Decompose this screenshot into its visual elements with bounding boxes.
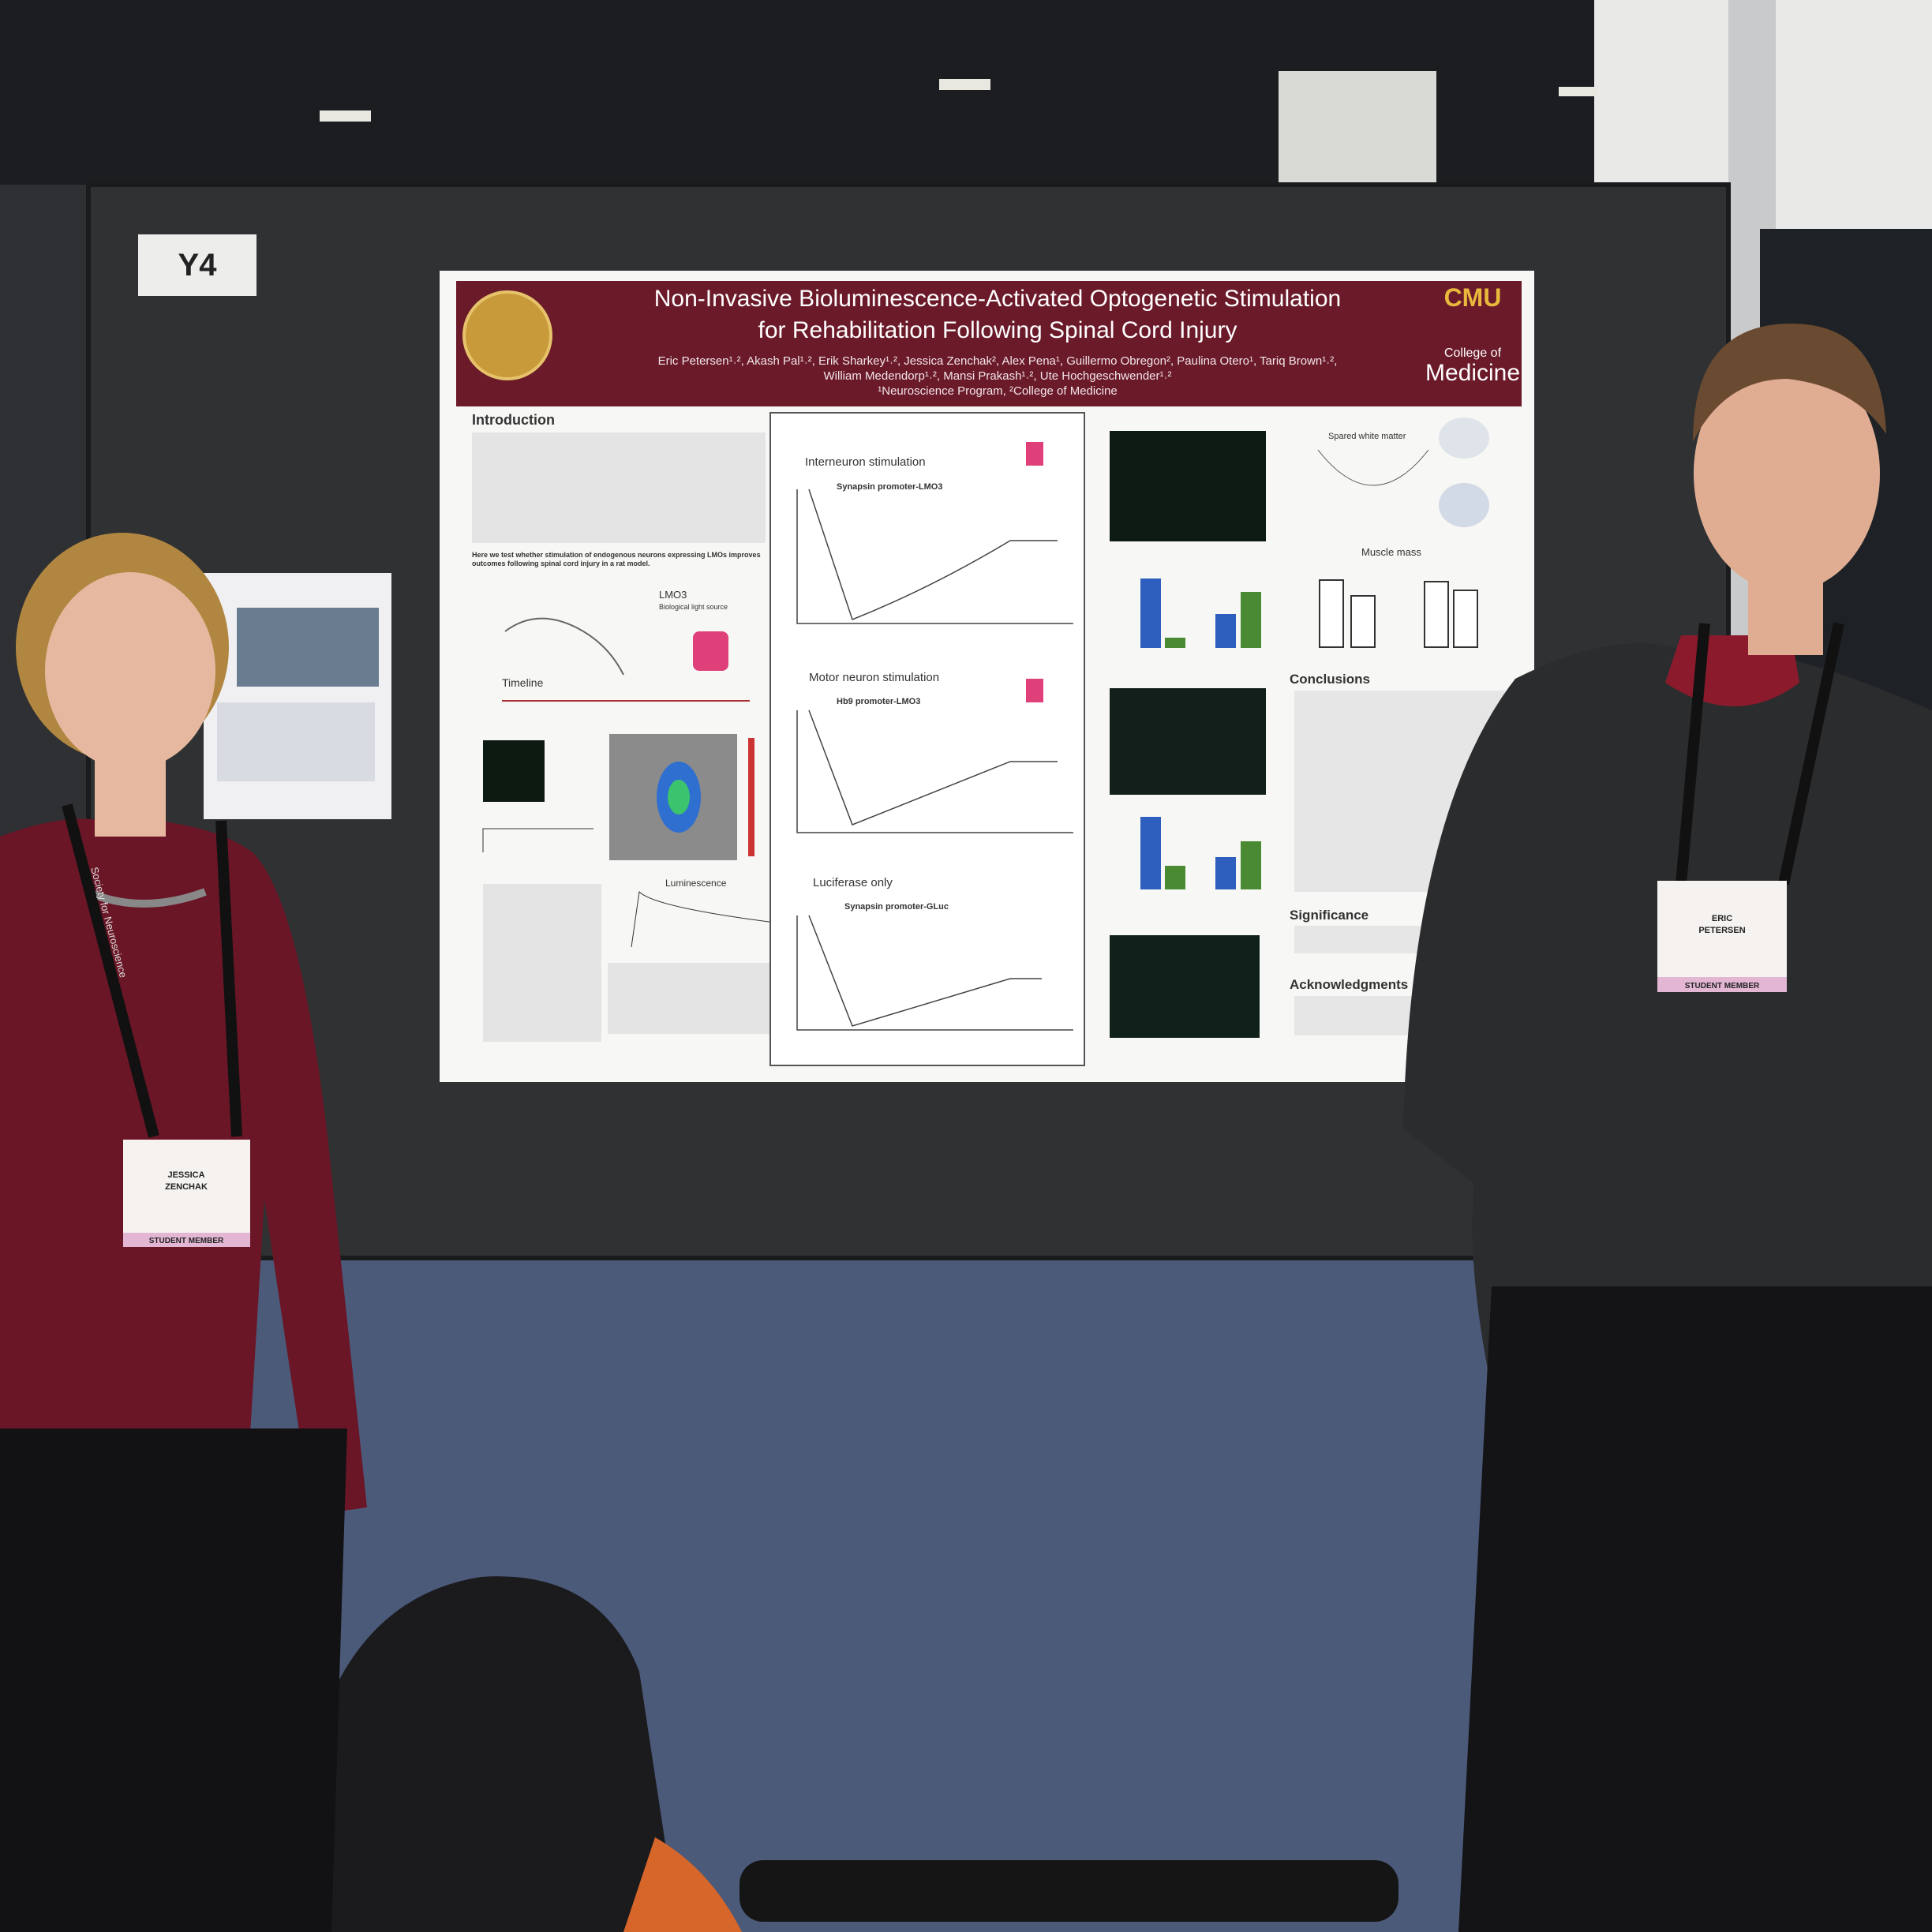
badge-member: STUDENT MEMBER xyxy=(1685,982,1760,990)
poster-title: for Rehabilitation Following Spinal Cord… xyxy=(758,317,1237,343)
panel-title: Muscle mass xyxy=(1361,546,1421,558)
person-right-pants xyxy=(1458,1286,1932,1932)
panel-title: Luminescence xyxy=(665,878,727,889)
badge-name: ERIC xyxy=(1712,914,1732,923)
college: College of xyxy=(1444,346,1502,360)
panel-subtitle: Synapsin promoter-GLuc xyxy=(844,902,949,912)
panel-title: Interneuron stimulation xyxy=(805,455,926,469)
badge-strip xyxy=(123,1233,250,1247)
panel-caption: Biological light source xyxy=(659,603,728,611)
badge-name: JESSICA xyxy=(167,1170,204,1180)
micrograph xyxy=(1110,688,1266,795)
lanyard xyxy=(1676,622,1844,886)
bar xyxy=(1140,578,1161,648)
bbb-plot xyxy=(796,710,1073,833)
flyer-text xyxy=(217,702,375,781)
authors: Eric Petersen¹˒², Akash Pal¹˒², Erik Sha… xyxy=(658,354,1338,368)
lanyard xyxy=(62,803,242,1138)
panel-title: Spared white matter xyxy=(1328,432,1406,441)
ceiling-light xyxy=(1559,87,1598,96)
flyer-photo xyxy=(237,608,379,687)
badge xyxy=(123,1140,250,1247)
hypothesis: Here we test whether stimulation of endo… xyxy=(472,551,761,567)
poster-title: Non-Invasive Bioluminescence-Activated O… xyxy=(654,286,1341,312)
logo: CMU xyxy=(1444,283,1502,312)
lmo3-diagram xyxy=(693,631,728,671)
panel-title: Luciferase only xyxy=(813,876,893,889)
bar xyxy=(1165,866,1185,889)
person-right-sweater xyxy=(1403,643,1932,1381)
section-heading: Acknowledgments xyxy=(1290,977,1408,992)
results-panel xyxy=(769,412,1085,1066)
bar xyxy=(1165,638,1185,648)
person-left-face xyxy=(45,572,215,769)
authors: William Medendorp¹˒², Mansi Prakash¹˒², … xyxy=(824,369,1172,383)
bbb-plot xyxy=(796,489,1073,624)
micrograph xyxy=(1110,431,1266,541)
affiliation: ¹Neuroscience Program, ²College of Medic… xyxy=(878,384,1117,398)
section-heading: Timeline xyxy=(502,676,544,689)
ceiling-light xyxy=(939,79,990,90)
person-right-face xyxy=(1694,355,1880,592)
poster-tube xyxy=(739,1860,1398,1922)
hypothesis-box: Here we test whether stimulation of endo… xyxy=(472,551,761,567)
college: Medicine xyxy=(1425,360,1520,386)
lmo3-diagram xyxy=(1026,442,1043,466)
panel-subtitle: Synapsin promoter-LMO3 xyxy=(837,482,942,492)
board-label: Y4 xyxy=(178,248,218,283)
badge-name: ZENCHAK xyxy=(165,1182,208,1192)
lmo3-diagram xyxy=(1026,679,1043,702)
spinal-section xyxy=(1439,417,1489,459)
bar xyxy=(1241,841,1261,889)
person-right-neck xyxy=(1748,568,1823,655)
bbb-plot xyxy=(796,915,1073,1031)
badge-name: PETERSEN xyxy=(1698,926,1745,935)
luminescence-curve xyxy=(631,890,782,948)
bag xyxy=(623,1837,742,1932)
section-heading: Significance xyxy=(1290,908,1368,923)
section-heading: Introduction xyxy=(472,412,555,428)
bar xyxy=(1424,581,1449,648)
university-seal xyxy=(462,290,552,380)
caption-text xyxy=(608,963,773,1034)
person-right-hair xyxy=(1693,324,1886,442)
caption-text xyxy=(483,884,601,1042)
luminescence-core xyxy=(668,780,690,814)
rat-outline xyxy=(504,617,624,676)
bar xyxy=(1453,590,1478,648)
badge xyxy=(1657,881,1787,992)
person-left-pants xyxy=(0,1428,347,1932)
spared-plot xyxy=(1317,449,1429,486)
bar xyxy=(1140,817,1161,889)
panel-subtitle: Hb9 promoter-LMO3 xyxy=(837,697,920,706)
ceiling-light xyxy=(320,110,371,122)
poster-header xyxy=(456,281,1522,406)
badge-strip xyxy=(1657,977,1787,992)
spinal-section xyxy=(1439,483,1489,527)
necklace xyxy=(85,888,207,908)
intro-text xyxy=(472,432,766,543)
badge-member: STUDENT MEMBER xyxy=(149,1237,224,1245)
bar xyxy=(1350,595,1376,648)
panel-title: Motor neuron stimulation xyxy=(809,671,939,684)
color-scale xyxy=(748,738,754,856)
board-label-card xyxy=(138,234,256,296)
trace xyxy=(482,828,593,852)
micrograph xyxy=(1110,935,1260,1038)
bar xyxy=(1319,579,1344,648)
bar xyxy=(1241,592,1261,648)
panel-title: LMO3 xyxy=(659,589,687,601)
person-left-neck xyxy=(95,758,166,837)
bar xyxy=(1215,857,1236,889)
bar xyxy=(1215,614,1236,648)
micrograph xyxy=(483,740,545,802)
bag xyxy=(308,1576,679,1932)
section-heading: Conclusions xyxy=(1290,672,1370,687)
